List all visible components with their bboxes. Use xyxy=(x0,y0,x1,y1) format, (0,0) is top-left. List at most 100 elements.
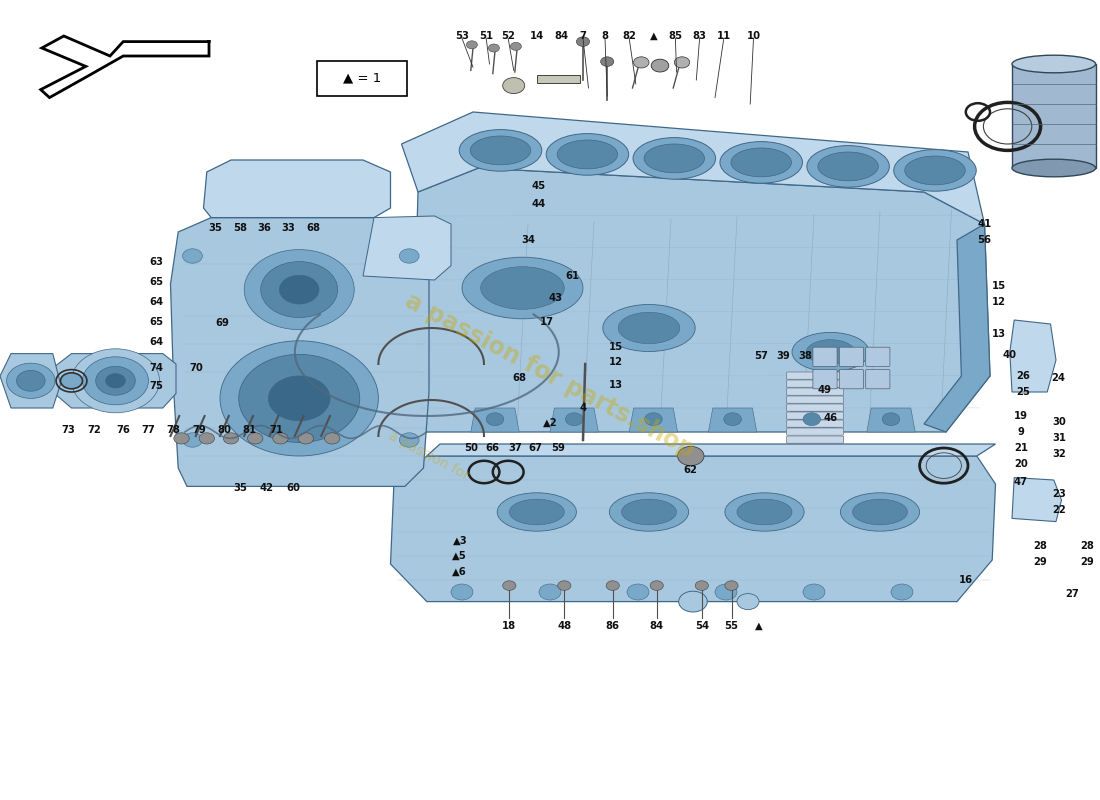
FancyBboxPatch shape xyxy=(786,436,844,443)
FancyBboxPatch shape xyxy=(786,380,844,387)
Text: 84: 84 xyxy=(554,31,568,41)
Text: 34: 34 xyxy=(521,235,535,245)
Text: 57: 57 xyxy=(755,351,768,361)
Text: 40: 40 xyxy=(1003,350,1016,360)
Text: 41: 41 xyxy=(978,219,991,229)
Text: 71: 71 xyxy=(270,426,283,435)
Ellipse shape xyxy=(471,136,530,165)
Text: 9: 9 xyxy=(1018,427,1024,437)
Circle shape xyxy=(106,374,125,388)
Polygon shape xyxy=(788,408,836,432)
Ellipse shape xyxy=(603,305,695,351)
Text: 78: 78 xyxy=(167,426,180,435)
Text: 76: 76 xyxy=(117,426,130,435)
Circle shape xyxy=(96,366,135,395)
Ellipse shape xyxy=(644,144,704,173)
Ellipse shape xyxy=(618,312,680,344)
Text: 17: 17 xyxy=(540,318,553,327)
Polygon shape xyxy=(1010,320,1056,392)
FancyBboxPatch shape xyxy=(866,370,890,389)
Text: 8: 8 xyxy=(602,31,608,41)
Text: 43: 43 xyxy=(549,294,562,303)
Polygon shape xyxy=(53,354,176,408)
Text: 79: 79 xyxy=(192,426,206,435)
Text: 54: 54 xyxy=(695,621,708,630)
Text: 24: 24 xyxy=(1052,373,1065,382)
Text: 65: 65 xyxy=(150,318,163,327)
FancyBboxPatch shape xyxy=(786,412,844,419)
Circle shape xyxy=(174,433,189,444)
Text: 27: 27 xyxy=(1066,589,1079,598)
Circle shape xyxy=(244,250,354,330)
Text: a passion for parts.shop: a passion for parts.shop xyxy=(402,290,698,462)
Circle shape xyxy=(183,249,202,263)
Circle shape xyxy=(72,349,160,413)
Ellipse shape xyxy=(725,493,804,531)
Text: 45: 45 xyxy=(532,181,546,190)
Circle shape xyxy=(223,433,239,444)
Text: 11: 11 xyxy=(717,31,730,41)
Polygon shape xyxy=(390,456,996,602)
Text: 4: 4 xyxy=(580,403,586,413)
Circle shape xyxy=(60,373,82,389)
FancyBboxPatch shape xyxy=(866,347,890,366)
Ellipse shape xyxy=(621,499,676,525)
Text: 39: 39 xyxy=(777,351,790,361)
Polygon shape xyxy=(708,408,757,432)
Text: 72: 72 xyxy=(88,426,101,435)
Text: 70: 70 xyxy=(189,363,202,373)
Text: 44: 44 xyxy=(532,199,546,209)
Text: 51: 51 xyxy=(480,31,493,41)
Text: 52: 52 xyxy=(502,31,515,41)
Ellipse shape xyxy=(557,140,618,169)
Ellipse shape xyxy=(497,493,576,531)
Text: 12: 12 xyxy=(609,358,623,367)
Circle shape xyxy=(488,44,499,52)
Text: 77: 77 xyxy=(142,426,155,435)
Circle shape xyxy=(803,413,821,426)
Text: 20: 20 xyxy=(1014,459,1027,469)
Circle shape xyxy=(298,433,314,444)
Circle shape xyxy=(399,249,419,263)
Polygon shape xyxy=(629,408,678,432)
Text: 64: 64 xyxy=(150,298,163,307)
Circle shape xyxy=(510,42,521,50)
Polygon shape xyxy=(363,216,451,280)
Circle shape xyxy=(183,433,202,447)
Ellipse shape xyxy=(460,130,541,171)
Text: 64: 64 xyxy=(150,338,163,347)
Text: 60: 60 xyxy=(287,483,300,493)
Polygon shape xyxy=(1012,478,1062,522)
Circle shape xyxy=(261,262,338,318)
Text: 33: 33 xyxy=(282,223,295,233)
Text: 84: 84 xyxy=(650,621,663,630)
Polygon shape xyxy=(1012,64,1096,168)
Text: 16: 16 xyxy=(959,575,972,585)
Text: 80: 80 xyxy=(218,426,231,435)
FancyBboxPatch shape xyxy=(786,428,844,435)
Circle shape xyxy=(634,57,649,68)
Circle shape xyxy=(674,57,690,68)
Circle shape xyxy=(503,78,525,94)
Text: 37: 37 xyxy=(508,443,521,453)
Circle shape xyxy=(273,433,288,444)
FancyBboxPatch shape xyxy=(786,388,844,395)
Circle shape xyxy=(891,584,913,600)
Circle shape xyxy=(803,584,825,600)
Polygon shape xyxy=(170,218,429,486)
Polygon shape xyxy=(471,408,519,432)
Ellipse shape xyxy=(893,150,977,191)
Circle shape xyxy=(220,341,378,456)
Circle shape xyxy=(606,581,619,590)
Text: 75: 75 xyxy=(150,382,163,391)
Ellipse shape xyxy=(806,340,855,364)
Text: 83: 83 xyxy=(693,31,706,41)
Text: 29: 29 xyxy=(1080,558,1093,567)
Circle shape xyxy=(82,357,148,405)
Text: 21: 21 xyxy=(1014,443,1027,453)
Circle shape xyxy=(645,413,662,426)
Text: 29: 29 xyxy=(1034,558,1047,567)
FancyBboxPatch shape xyxy=(786,404,844,411)
Text: 18: 18 xyxy=(503,621,516,630)
Circle shape xyxy=(399,433,419,447)
